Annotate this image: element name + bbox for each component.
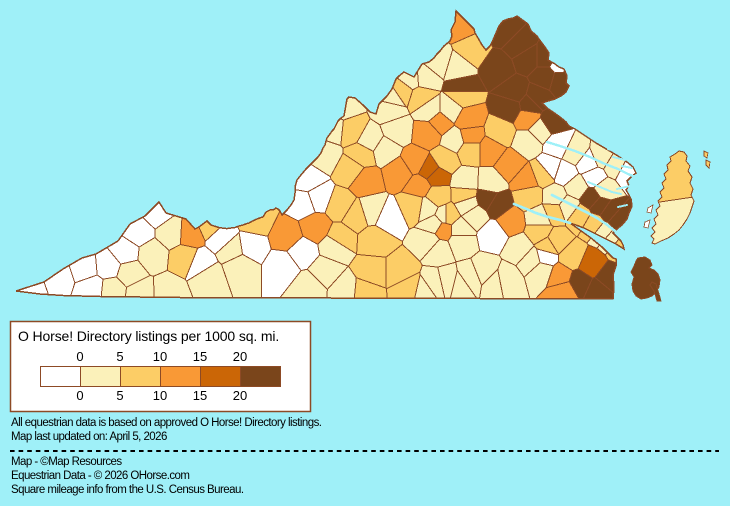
svg-text:20: 20	[233, 388, 247, 403]
svg-text:0: 0	[76, 349, 83, 364]
svg-text:10: 10	[153, 349, 167, 364]
svg-text:5: 5	[116, 349, 123, 364]
svg-text:Equestrian Data - © 2026 OHors: Equestrian Data - © 2026 OHorse.com	[11, 470, 189, 482]
svg-text:15: 15	[193, 388, 207, 403]
svg-text:Square mileage info from the U: Square mileage info from the U.S. Census…	[11, 484, 244, 496]
svg-text:Map - ©Map Resources: Map - ©Map Resources	[11, 456, 122, 468]
svg-text:Map last updated on: April 5,: Map last updated on: April 5, 2026	[11, 431, 167, 443]
svg-text:O Horse! Directory listings pe: O Horse! Directory listings per 1000 sq.…	[18, 328, 279, 344]
svg-text:0: 0	[76, 388, 83, 403]
svg-text:20: 20	[233, 349, 247, 364]
svg-text:5: 5	[116, 388, 123, 403]
svg-text:10: 10	[153, 388, 167, 403]
svg-text:All equestrian data is based o: All equestrian data is based on approved…	[11, 417, 322, 429]
svg-text:15: 15	[193, 349, 207, 364]
